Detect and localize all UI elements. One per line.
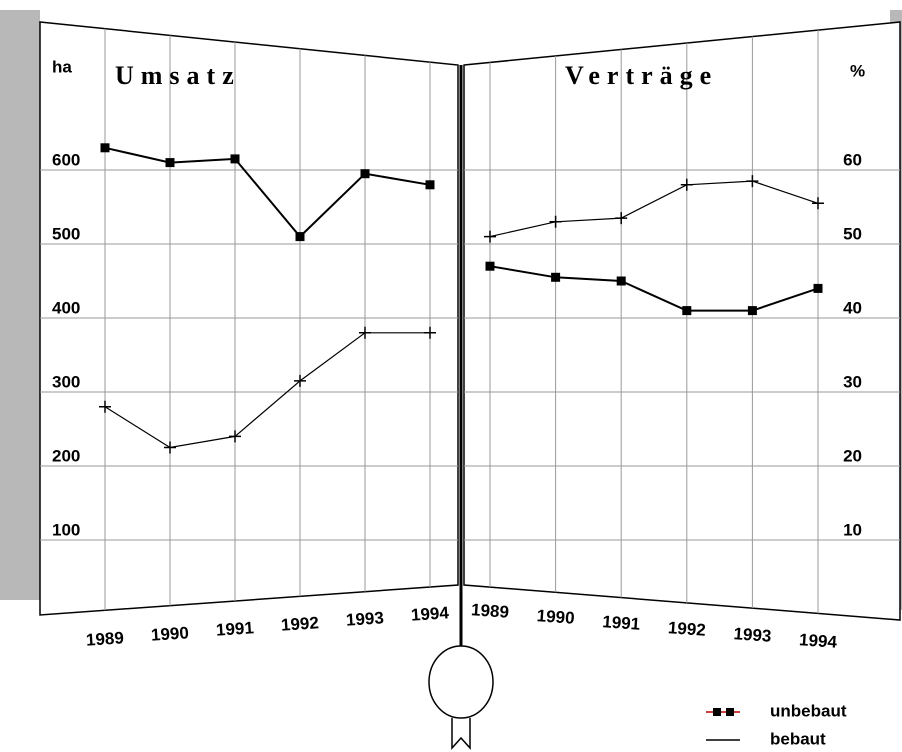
marker: [747, 306, 757, 316]
x-tick-label: 1991: [215, 618, 254, 640]
ribbon: [451, 718, 471, 750]
marker: [616, 276, 626, 286]
y-tick-label: 200: [52, 446, 80, 465]
right-page: [463, 21, 901, 621]
series-line: [489, 265, 819, 312]
y-axis-label: ha: [52, 57, 72, 76]
marker: [746, 175, 759, 188]
series-line: [104, 332, 430, 449]
marker: [485, 261, 495, 271]
x-tick-label: 1989: [471, 600, 510, 622]
x-tick-label: 1993: [345, 608, 384, 630]
legend-label: bebaut: [770, 729, 826, 748]
marker: [551, 272, 561, 282]
y-tick-label: 10: [843, 520, 862, 539]
marker: [812, 197, 824, 210]
marker: [424, 326, 436, 339]
marker: [294, 374, 306, 387]
legend-marker: [726, 708, 734, 716]
x-tick-label: 1994: [799, 630, 839, 652]
marker: [425, 180, 435, 190]
ornament: [428, 645, 494, 719]
x-tick-label: 1992: [280, 613, 319, 635]
y-tick-label: 500: [52, 224, 80, 243]
marker: [549, 215, 562, 228]
marker: [165, 158, 175, 168]
marker: [360, 169, 370, 179]
x-tick-label: 1989: [85, 628, 124, 650]
marker: [682, 306, 692, 316]
chart-title: Umsatz: [115, 61, 241, 90]
x-tick-label: 1994: [410, 603, 450, 625]
y-tick-label: 20: [843, 446, 862, 465]
marker: [484, 230, 496, 243]
right-plot: [464, 22, 900, 620]
y-tick-label: 50: [843, 224, 862, 243]
y-tick-label: 60: [843, 150, 862, 169]
x-tick-label: 1990: [150, 623, 189, 645]
shadow: [0, 10, 40, 600]
legend-marker: [713, 708, 721, 716]
series-line: [489, 180, 819, 238]
marker: [100, 143, 110, 153]
y-tick-label: 40: [843, 298, 862, 317]
left-plot: [40, 22, 458, 615]
y-tick-label: 100: [52, 520, 80, 539]
marker: [615, 212, 628, 225]
marker: [680, 178, 693, 191]
x-tick-label: 1993: [733, 624, 772, 646]
y-axis-label: %: [850, 61, 865, 80]
legend-label: unbebaut: [770, 701, 847, 720]
chart-title: Verträge: [565, 61, 718, 90]
series-line: [104, 146, 431, 239]
marker: [229, 430, 241, 443]
marker: [295, 232, 305, 242]
y-tick-label: 30: [843, 372, 862, 391]
x-tick-label: 1991: [602, 612, 641, 634]
y-tick-label: 400: [52, 298, 80, 317]
x-tick-label: 1990: [536, 606, 575, 628]
marker: [99, 400, 111, 413]
marker: [230, 154, 240, 164]
y-tick-label: 300: [52, 372, 80, 391]
marker: [813, 283, 823, 293]
y-tick-label: 600: [52, 150, 80, 169]
marker: [359, 326, 371, 339]
marker: [164, 441, 176, 454]
x-tick-label: 1992: [667, 618, 706, 640]
